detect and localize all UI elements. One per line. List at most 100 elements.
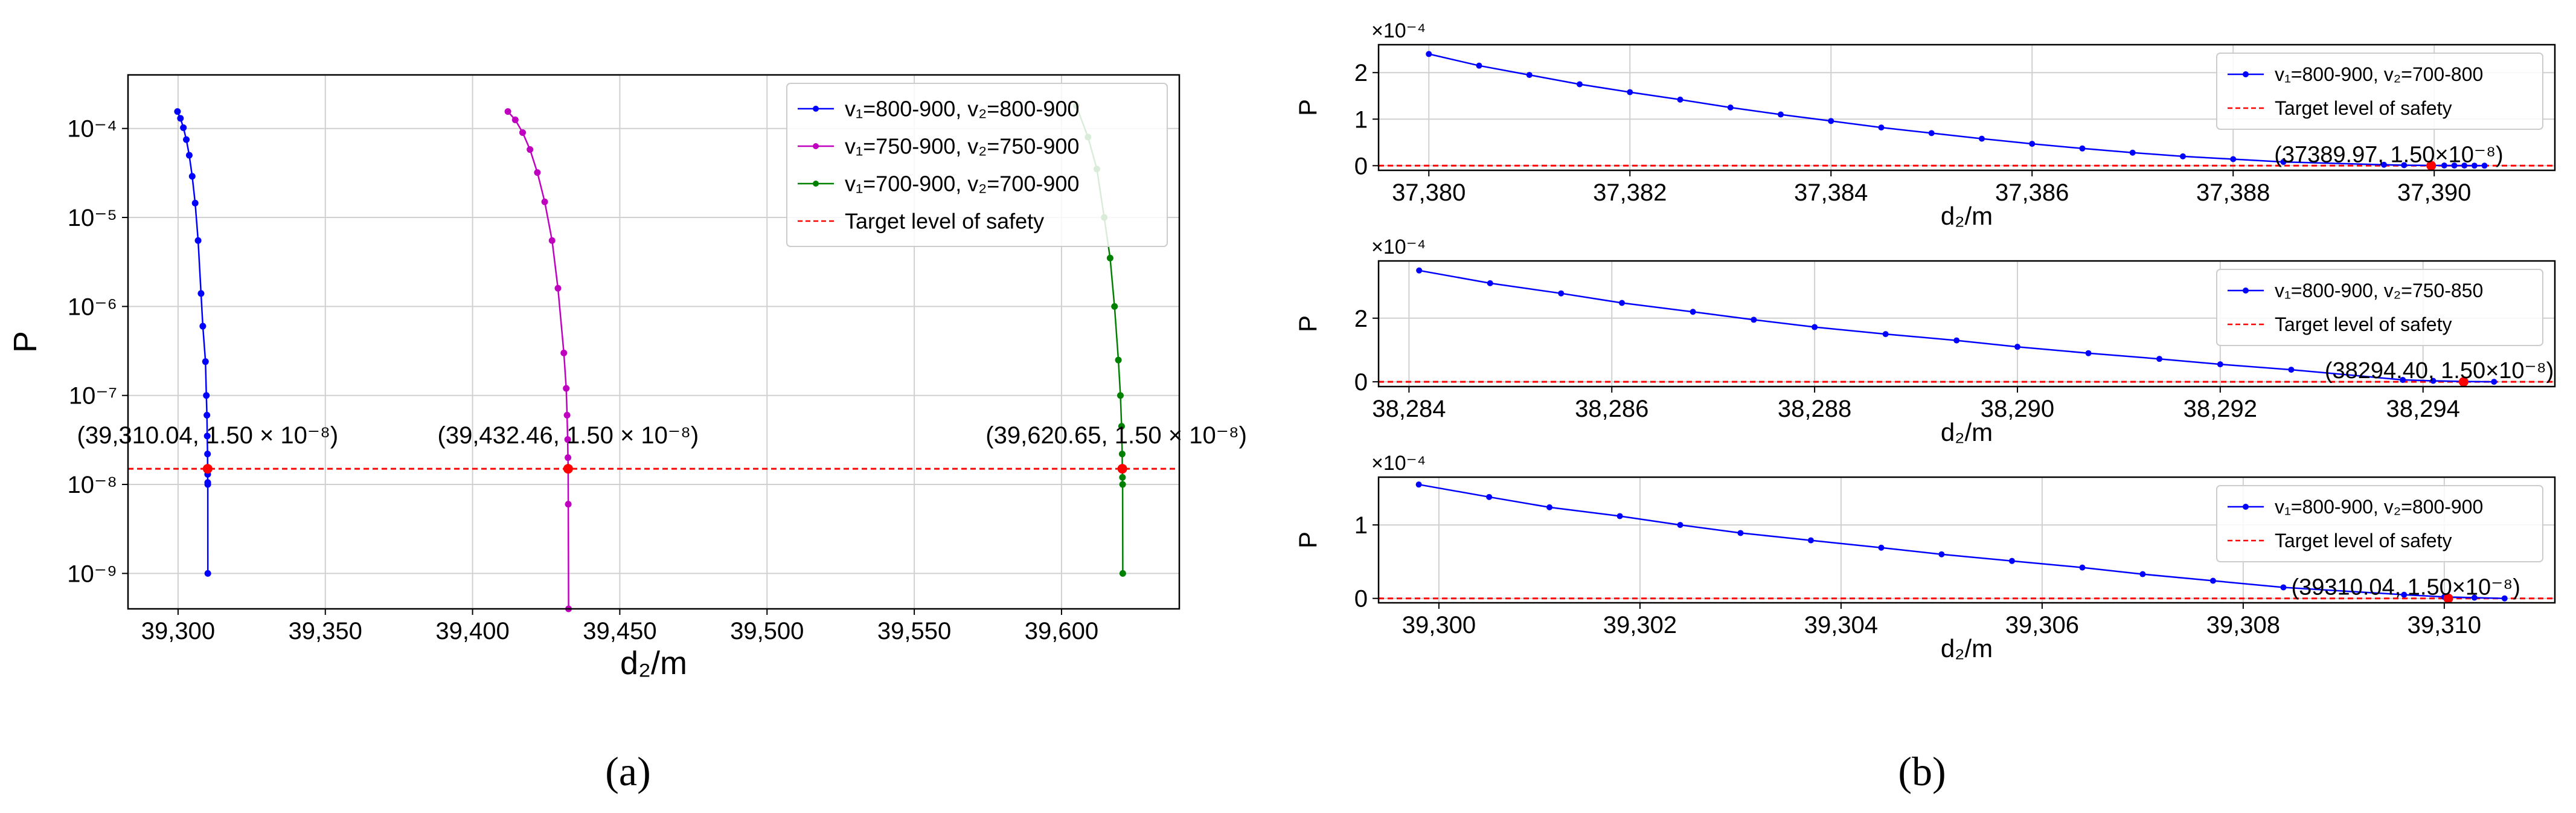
x-tick-label: 39,306 xyxy=(2005,612,2079,638)
data-point xyxy=(183,136,190,143)
y-tick-label: 10⁻⁹ xyxy=(67,561,117,587)
intersection-point xyxy=(2458,377,2469,387)
data-point xyxy=(2501,595,2508,602)
data-point xyxy=(1416,267,1423,274)
data-point xyxy=(1619,300,1626,306)
data-point xyxy=(1777,111,1784,118)
x-tick-label: 37,384 xyxy=(1794,179,1868,206)
legend-label: Target level of safety xyxy=(2275,530,2452,551)
data-point xyxy=(563,385,570,392)
data-point xyxy=(2156,356,2163,362)
data-point xyxy=(2029,141,2036,147)
x-tick-label: 37,388 xyxy=(2196,179,2270,206)
legend-marker xyxy=(2243,504,2249,510)
intersection-point xyxy=(563,464,573,474)
data-point xyxy=(504,108,511,115)
data-point xyxy=(511,116,519,123)
series-line xyxy=(176,111,209,574)
annotation-label: (38294.40, 1.50×10⁻⁸) xyxy=(2325,358,2554,384)
data-point xyxy=(1928,130,1935,137)
data-point xyxy=(185,152,193,159)
data-point xyxy=(2079,564,2086,571)
data-point xyxy=(1616,513,1623,519)
data-point xyxy=(2217,361,2223,368)
y-axis-label: P xyxy=(7,331,43,353)
data-point xyxy=(2079,145,2086,152)
data-point xyxy=(1486,493,1493,500)
data-point xyxy=(565,454,572,461)
data-point xyxy=(1751,317,1757,323)
y-tick-label: 0 xyxy=(1354,153,1368,179)
data-point xyxy=(1677,522,1684,529)
data-point xyxy=(2085,350,2092,356)
data-point xyxy=(1727,104,1734,111)
x-tick-label: 39,302 xyxy=(1603,612,1677,638)
data-point xyxy=(1828,118,1834,124)
y-axis-label: P xyxy=(1293,99,1322,116)
data-point xyxy=(1558,290,1565,297)
legend-label: v₁=700-900, v₂=700-900 xyxy=(845,172,1079,196)
data-point xyxy=(197,290,205,297)
data-point xyxy=(1119,481,1126,488)
data-point xyxy=(2461,162,2468,169)
y-scale-label: ×10⁻⁴ xyxy=(1371,19,1426,42)
data-point xyxy=(194,237,202,244)
data-point xyxy=(191,199,199,207)
y-tick-label: 2 xyxy=(1354,306,1368,332)
data-point xyxy=(1119,570,1126,577)
x-tick-label: 39,300 xyxy=(141,618,215,644)
data-point xyxy=(1487,280,1493,286)
data-point xyxy=(2401,162,2408,169)
y-scale-label: ×10⁻⁴ xyxy=(1371,452,1426,475)
y-tick-label: 10⁻⁶ xyxy=(68,294,117,320)
x-tick-label: 39,400 xyxy=(435,618,509,644)
data-point xyxy=(204,481,211,488)
data-point xyxy=(2400,376,2406,383)
y-axis-label: P xyxy=(1293,315,1322,332)
x-axis-label: d₂/m xyxy=(1941,634,1993,663)
data-point xyxy=(1106,254,1113,262)
data-point xyxy=(1476,62,1482,69)
x-tick-label: 38,290 xyxy=(1981,396,2054,422)
data-point xyxy=(560,349,568,356)
annotation-label: (39,620.65, 1.50 × 10⁻⁸) xyxy=(985,422,1247,449)
data-point xyxy=(1415,481,1422,488)
data-point xyxy=(2491,379,2498,385)
data-point xyxy=(203,392,210,399)
data-point xyxy=(1677,96,1684,103)
annotation-label: (39,432.46, 1.50 × 10⁻⁸) xyxy=(438,422,699,449)
data-point xyxy=(2481,162,2488,169)
data-point xyxy=(2230,156,2237,162)
data-point xyxy=(2471,162,2478,169)
data-point xyxy=(174,108,181,115)
legend-label: v₁=800-900, v₂=800-900 xyxy=(845,97,1079,121)
legend-marker xyxy=(813,181,819,187)
x-tick-label: 37,382 xyxy=(1593,179,1667,206)
legend-label: Target level of safety xyxy=(2275,313,2452,335)
x-tick-label: 39,500 xyxy=(730,618,804,644)
y-tick-label: 1 xyxy=(1354,512,1368,539)
y-tick-label: 2 xyxy=(1354,60,1368,86)
legend-marker xyxy=(2243,288,2249,294)
data-point xyxy=(2014,344,2020,350)
plot-frame xyxy=(1377,260,2556,388)
data-point xyxy=(1737,530,1744,536)
x-tick-label: 38,284 xyxy=(1372,396,1446,422)
caption-a: (a) xyxy=(605,748,650,794)
data-point xyxy=(188,173,196,180)
data-point xyxy=(1118,423,1125,430)
data-point xyxy=(2280,159,2287,165)
x-tick-label: 38,288 xyxy=(1778,396,1851,422)
x-tick-label: 38,292 xyxy=(2184,396,2257,422)
data-point xyxy=(2129,149,2136,156)
legend-label: v₁=800-900, v₂=700-800 xyxy=(2275,63,2483,85)
x-tick-label: 38,294 xyxy=(2386,396,2460,422)
annotation-label: (39310.04, 1.50×10⁻⁸) xyxy=(2292,575,2520,600)
data-point xyxy=(1546,504,1553,510)
data-point xyxy=(202,358,209,365)
data-point xyxy=(1878,124,1885,131)
legend-label: Target level of safety xyxy=(845,209,1044,234)
y-tick-label: 0 xyxy=(1354,586,1368,612)
x-tick-label: 39,350 xyxy=(289,618,362,644)
